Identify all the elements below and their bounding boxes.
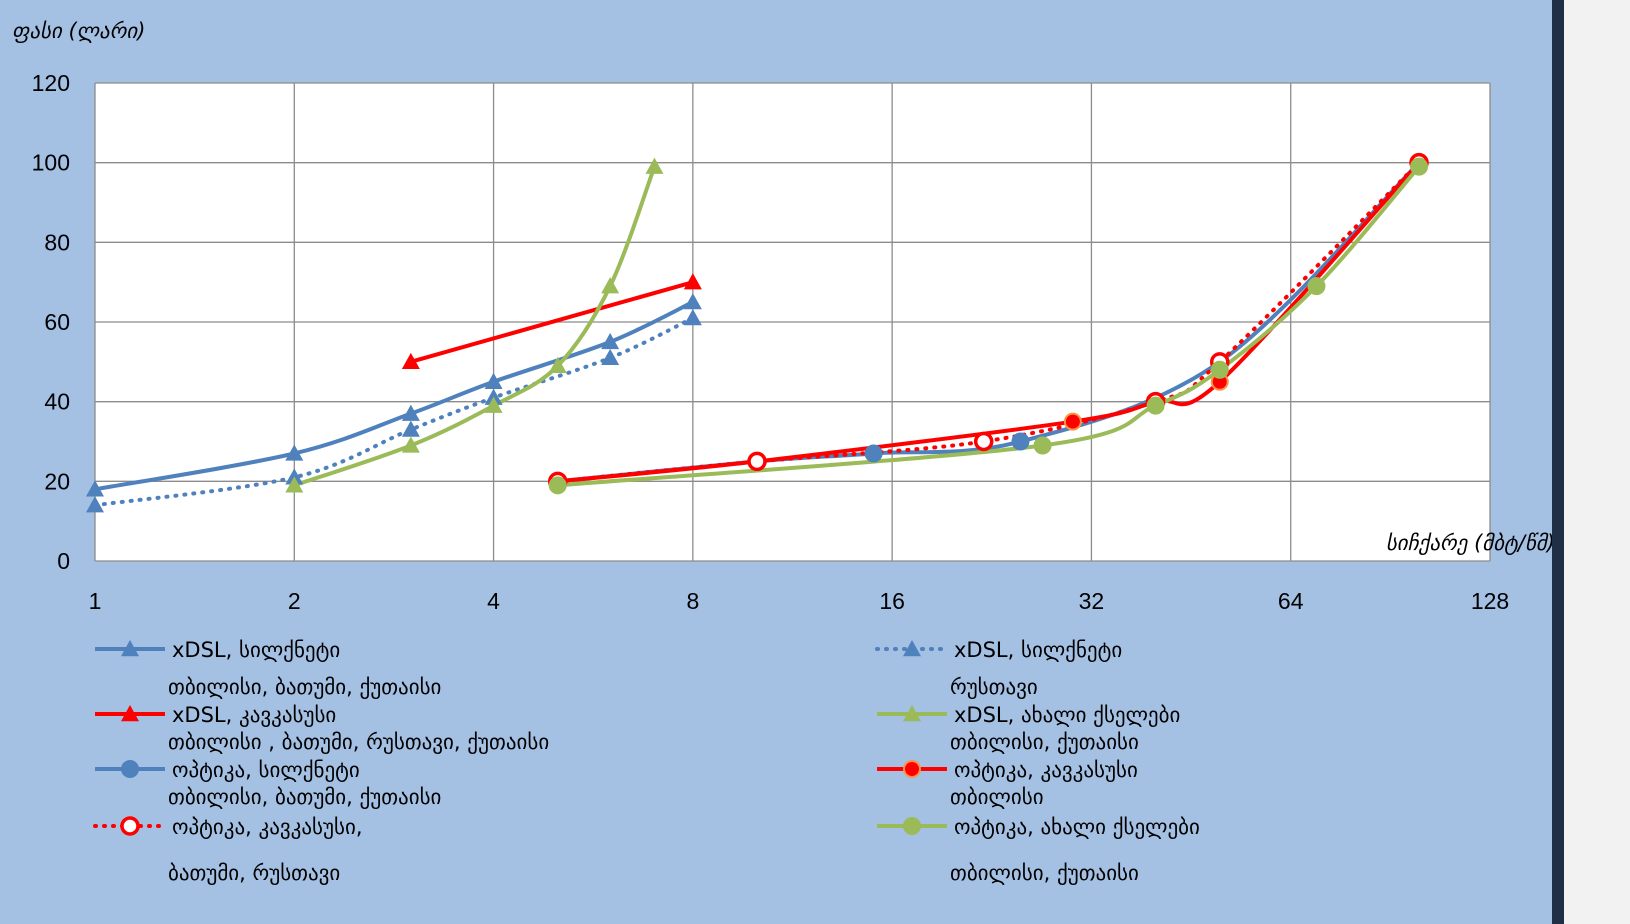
right-window-edge <box>1564 0 1630 924</box>
data-point-s5 <box>866 445 882 461</box>
y-axis-title: ფასი (ლარი) <box>12 19 146 43</box>
legend-label-3: xDSL, კავკასუსი <box>172 703 336 727</box>
x-tick-label: 1 <box>89 588 102 614</box>
x-tick-label: 2 <box>288 588 301 614</box>
x-tick-label: 8 <box>686 588 699 614</box>
x-axis-title: სიჩქარე (მბტ/წმ) <box>1386 531 1555 555</box>
x-tick-label: 16 <box>879 588 905 614</box>
data-point-s8 <box>1411 159 1427 175</box>
data-point-s7 <box>749 453 765 469</box>
y-tick-label: 80 <box>44 229 70 255</box>
data-point-s8 <box>1212 362 1228 378</box>
data-point-s8 <box>550 477 566 493</box>
legend-note-3: თბილისი , ბათუმი, რუსთავი, ქუთაისი <box>168 730 549 754</box>
x-tick-label: 32 <box>1079 588 1105 614</box>
legend-marker-7 <box>122 818 138 834</box>
data-point-s8 <box>1148 398 1164 414</box>
right-window-border <box>1552 0 1564 924</box>
legend-marker-8 <box>904 818 920 834</box>
y-tick-label: 60 <box>44 309 70 335</box>
legend-note-2: რუსთავი <box>950 675 1038 699</box>
legend-note-5: თბილისი, ბათუმი, ქუთაისი <box>168 785 441 809</box>
y-tick-label: 120 <box>32 70 70 96</box>
data-point-s7 <box>976 434 992 450</box>
legend-label-2: xDSL, სილქნეტი <box>954 638 1122 662</box>
legend-marker-6 <box>904 761 920 777</box>
legend-note-1: თბილისი, ბათუმი, ქუთაისი <box>168 675 441 699</box>
data-point-s5 <box>1012 434 1028 450</box>
legend-marker-5 <box>122 761 138 777</box>
legend-label-4: xDSL, ახალი ქსელები <box>954 703 1180 727</box>
x-tick-label: 4 <box>487 588 500 614</box>
y-tick-label: 0 <box>57 548 70 574</box>
legend-label-1: xDSL, სილქნეტი <box>172 638 340 662</box>
y-tick-label: 100 <box>32 150 70 176</box>
legend-note-7: ბათუმი, რუსთავი <box>168 861 340 885</box>
legend-note-6: თბილისი <box>950 785 1044 809</box>
y-tick-label: 40 <box>44 389 70 415</box>
legend: xDSL, სილქნეტი თბილისი, ბათუმი, ქუთაისი xD… <box>95 638 1200 885</box>
y-tick-label: 20 <box>44 468 70 494</box>
data-point-s6 <box>1065 414 1081 430</box>
data-point-s8 <box>1308 278 1324 294</box>
x-tick-label: 128 <box>1471 588 1509 614</box>
legend-label-5: ოპტიკა, სილქნეტი <box>172 758 360 782</box>
legend-label-7: ოპტიკა, კავკასუსი, <box>172 815 363 839</box>
x-tick-label: 64 <box>1278 588 1304 614</box>
legend-note-8: თბილისი, ქუთაისი <box>950 861 1139 885</box>
data-point-s8 <box>1035 437 1051 453</box>
legend-note-4: თბილისი, ქუთაისი <box>950 730 1139 754</box>
legend-label-8: ოპტიკა, ახალი ქსელები <box>954 815 1200 839</box>
legend-label-6: ოპტიკა, კავკასუსი <box>954 758 1138 782</box>
